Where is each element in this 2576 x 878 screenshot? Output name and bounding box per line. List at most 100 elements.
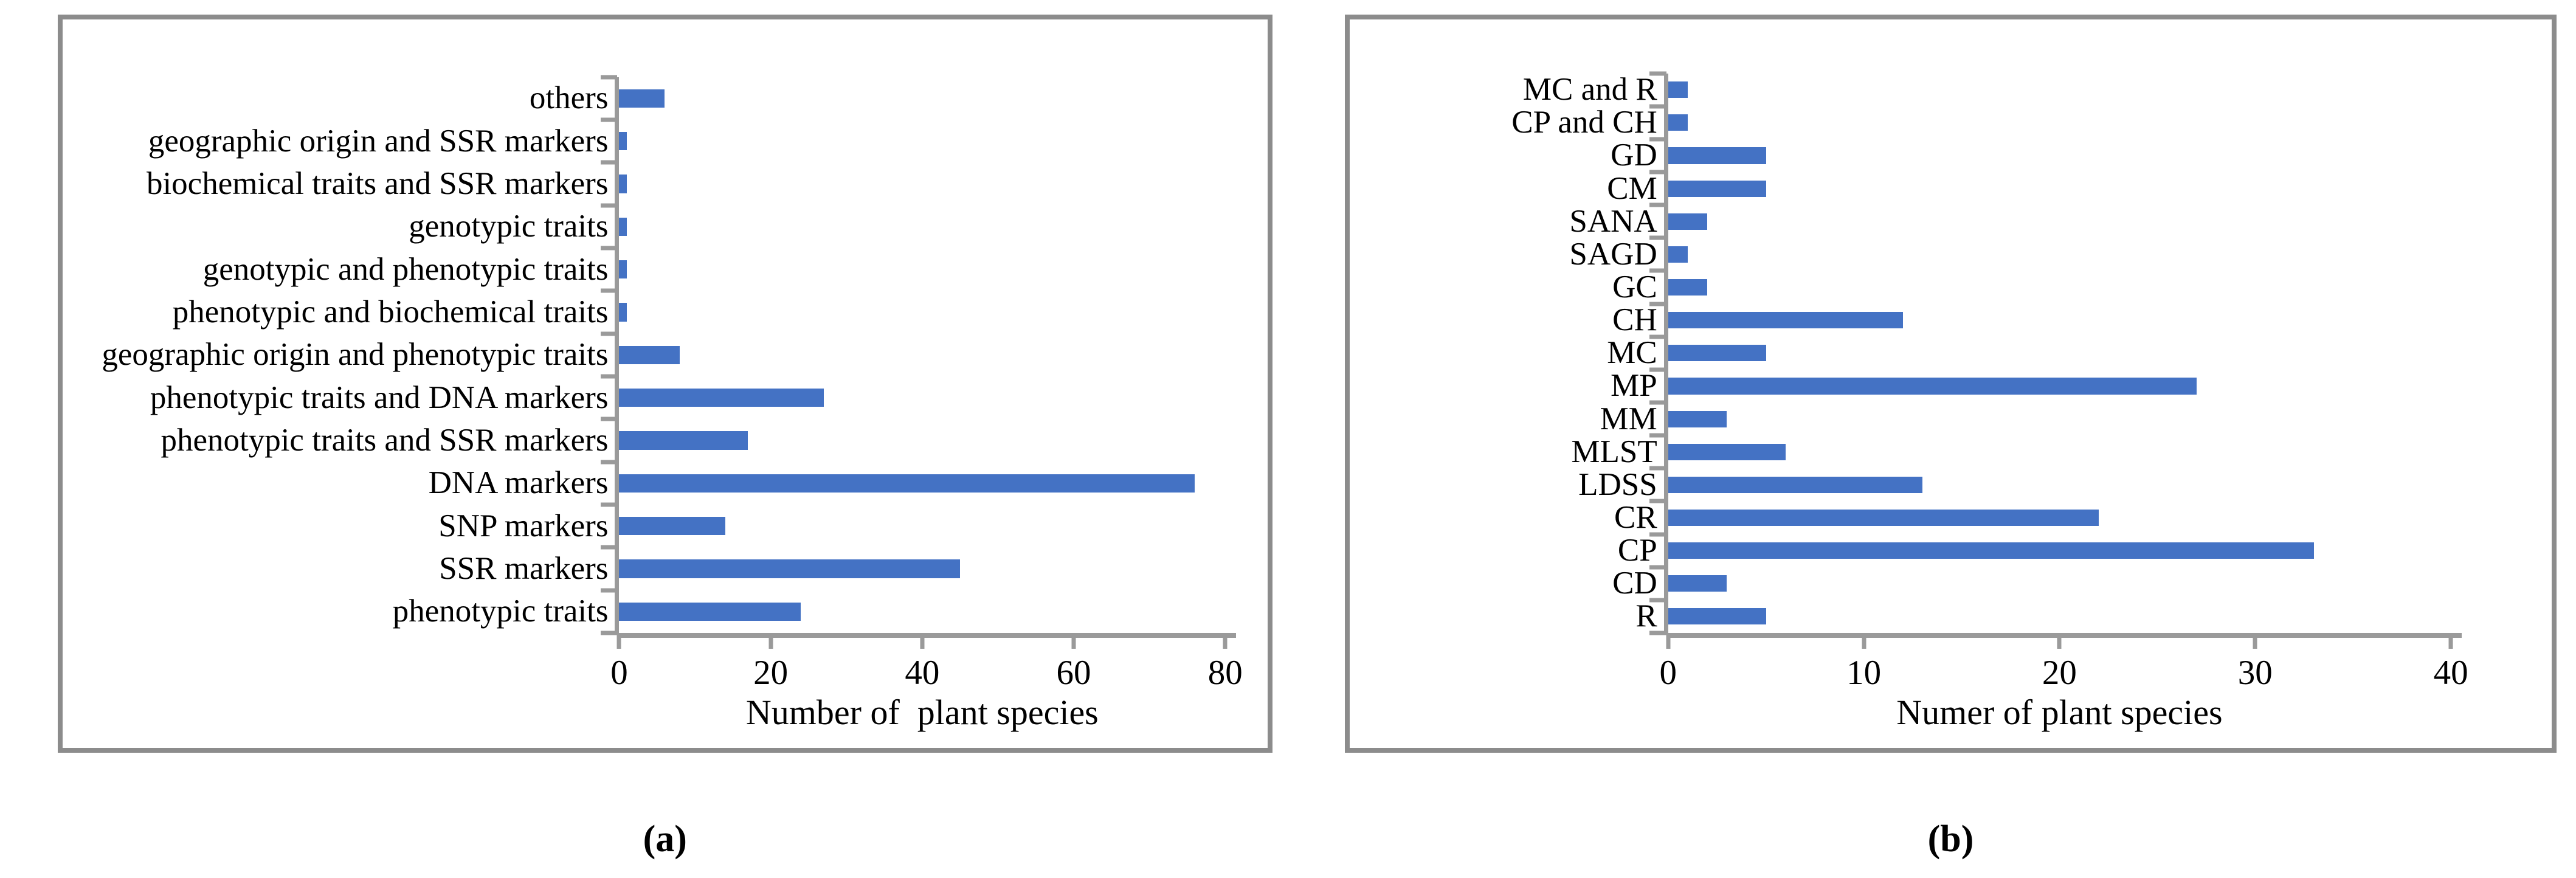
bar-track [1668,567,2451,600]
bar [1668,180,1766,197]
category-tick [1649,400,1666,405]
category-tick [1649,367,1666,372]
bar-track [619,376,1225,419]
bar [619,345,680,364]
category-row: MP [1350,370,2552,403]
x-tick-label: 30 [2237,654,2273,693]
category-label: biochemical traits and SSR markers [146,165,609,201]
bar-track [1668,238,2451,271]
category-label: GD [1611,137,1657,173]
x-tick-label: 40 [905,654,940,693]
category-label: SNP markers [438,508,609,544]
bar [1668,608,1766,625]
category-tick [1649,268,1666,273]
category-row: genotypic and phenotypic traits [63,248,1268,291]
bar-track [1668,600,2451,633]
x-tick [2057,633,2062,649]
category-label: MC [1607,335,1657,371]
bar [619,474,1195,493]
y-axis-line [1663,73,1668,633]
bar-track [1668,501,2451,534]
category-tick [1649,235,1666,240]
category-tick [1649,170,1666,175]
category-label: CP and CH [1511,105,1657,140]
bar-chart-a: Number of plant species others geographic… [63,19,1268,748]
category-tick [1649,532,1666,537]
category-row: phenotypic traits [63,590,1268,633]
category-row: geographic origin and SSR markers [63,120,1268,162]
category-row: DNA markers [63,462,1268,505]
category-tick [600,588,618,593]
x-tick-label: 40 [2433,654,2468,693]
category-label: phenotypic traits [392,593,609,629]
category-label: LDSS [1578,466,1657,502]
category-tick [600,331,618,336]
category-tick [600,203,618,208]
category-tick [1649,104,1666,109]
x-tick-label: 80 [1207,654,1243,693]
x-tick [1223,633,1228,649]
category-label: CD [1612,565,1657,601]
bar [1668,575,1727,592]
bar [619,260,627,279]
category-row: CH [1350,304,2552,337]
bar [619,602,801,621]
category-label: CR [1614,500,1657,536]
bar-track [1668,172,2451,205]
bar-track [1668,468,2451,501]
category-tick [1649,137,1666,142]
bar [1668,147,1766,164]
bar-track [1668,139,2451,172]
category-row: GC [1350,271,2552,303]
bar-track [1668,403,2451,435]
category-label: MLST [1571,434,1657,469]
category-rows: MC and R CP and CH GD CM SANA SAGD GC CH MC MP MM M… [1350,74,2552,633]
category-tick [1649,334,1666,339]
category-label: phenotypic traits and DNA markers [150,379,609,415]
category-tick [1649,433,1666,438]
category-row: CD [1350,567,2552,600]
x-tick-label: 60 [1056,654,1091,693]
bar [1668,279,1708,296]
bar [619,217,627,236]
category-tick [600,160,618,165]
category-row: others [63,77,1268,120]
category-row: phenotypic traits and SSR markers [63,419,1268,461]
bar-track [1668,205,2451,238]
bar-track [619,334,1225,376]
bar [1668,542,2314,559]
x-tick-label: 20 [2042,654,2077,693]
category-row: geographic origin and phenotypic traits [63,334,1268,376]
x-axis-line [619,633,1237,638]
category-label: MM [1600,401,1657,437]
bar [619,388,824,407]
bar [619,559,961,578]
bar [619,175,627,193]
bar-track [619,547,1225,590]
category-tick [600,631,618,635]
x-tick-label: 0 [610,654,628,693]
x-tick [2253,633,2257,649]
category-row: CM [1350,172,2552,205]
x-tick [1666,633,1671,649]
category-rows: others geographic origin and SSR markers b… [63,77,1268,633]
category-tick [1649,302,1666,306]
category-tick [1649,466,1666,471]
category-row: SSR markers [63,547,1268,590]
bar-track [619,248,1225,291]
bar-track [1668,304,2451,337]
category-tick [600,545,618,550]
category-tick [600,288,618,293]
category-row: GD [1350,139,2552,172]
x-axis-title: Numer of plant species [1896,693,2223,733]
bar [1668,510,2099,527]
category-row: CR [1350,501,2552,534]
bar [1668,476,1923,493]
bar-track [619,590,1225,633]
bar-track [619,120,1225,162]
bar [1668,312,1903,329]
category-tick [1649,499,1666,503]
category-tick [600,374,618,379]
category-label: DNA markers [428,465,609,501]
x-tick [920,633,925,649]
